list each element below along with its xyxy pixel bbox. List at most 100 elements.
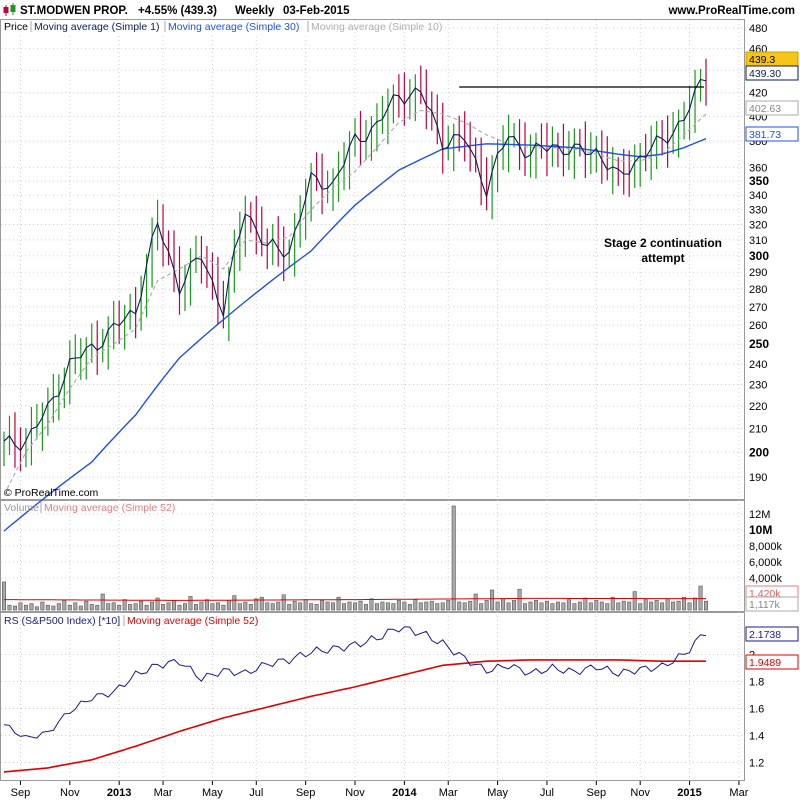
volume-bar — [495, 601, 500, 611]
volume-bar — [12, 605, 17, 611]
volume-bar — [363, 604, 368, 611]
time-axis-label: May — [487, 787, 508, 799]
volume-bar — [451, 505, 456, 611]
time-axis-label: Mar — [154, 787, 173, 799]
volume-bar — [29, 603, 34, 611]
volume-bar — [501, 598, 506, 611]
price-bars-layer — [3, 58, 707, 472]
price-axis-label: 360 — [749, 162, 767, 174]
volume-bar — [605, 603, 610, 611]
price-axis-label: 240 — [749, 359, 767, 371]
period-text: Weekly — [235, 5, 275, 17]
legend-volume: Volume — [4, 502, 39, 514]
volume-bar — [243, 601, 248, 611]
volume-bar — [166, 602, 171, 611]
time-axis-label: Sep — [296, 787, 316, 799]
volume-bar — [660, 602, 665, 611]
rs-layer — [3, 626, 707, 773]
value-badge — [745, 626, 799, 642]
legend-rs: RS (S&P500 Index) [*10] — [4, 615, 120, 627]
price-axis-label: 330 — [749, 205, 767, 217]
volume-bar — [248, 604, 253, 611]
value-badge-text: 1,117k — [749, 599, 780, 611]
date-text: 03-Feb-2015 — [283, 5, 350, 17]
volume-bar — [204, 599, 209, 611]
volume-bar — [512, 600, 517, 611]
value-badge — [745, 596, 799, 612]
volume-bar — [73, 602, 78, 611]
price-axis-label: 270 — [749, 302, 767, 314]
time-axis-label: Sep — [587, 787, 607, 799]
time-axis-label: 2014 — [392, 787, 417, 799]
price-axis-label: 200 — [749, 445, 769, 459]
volume-bar — [7, 604, 12, 611]
price-axis-label: 340 — [749, 190, 767, 202]
volume-bar — [577, 601, 582, 611]
volume-bar — [550, 603, 555, 611]
price-axis-label: 260 — [749, 320, 767, 332]
volume-bar — [56, 603, 61, 611]
value-badge-text: 2.1738 — [749, 629, 781, 641]
volume-bar — [276, 601, 281, 611]
volume-bar — [594, 600, 599, 611]
volume-bar — [429, 600, 434, 611]
volume-bar — [199, 601, 204, 611]
volume-bar — [106, 603, 111, 611]
time-axis-label: Nov — [60, 787, 80, 799]
chart-header: ST.MODWEN PROP. +4.55% (439.3) Weekly 03… — [3, 3, 795, 17]
volume-bar — [265, 602, 270, 611]
value-badge — [745, 100, 799, 116]
volume-bar — [259, 596, 264, 611]
volume-bar — [561, 602, 566, 611]
price-axis-label: 190 — [749, 472, 767, 484]
volume-bar — [84, 600, 89, 611]
volume-bar — [457, 601, 462, 611]
volume-bar — [588, 602, 593, 611]
volume-bar — [210, 603, 215, 611]
price-axis-label: 250 — [749, 337, 769, 351]
price-line — [3, 78, 707, 452]
website-link[interactable]: www.ProRealTime.com — [667, 5, 795, 17]
volume-bar — [358, 600, 363, 611]
volume-bar — [221, 604, 226, 611]
rs-legend: RS (S&P500 Index) [*10] Moving average (… — [4, 615, 258, 627]
volume-bar — [188, 596, 193, 611]
volume-bar — [468, 600, 473, 611]
volume-bar — [281, 594, 286, 611]
rs-axis-label: 1.6 — [749, 703, 764, 715]
volume-bar — [111, 602, 116, 611]
volume-bar — [226, 600, 231, 611]
volume-bar — [40, 601, 45, 611]
volume-bar — [320, 600, 325, 611]
volume-bar — [479, 603, 484, 611]
volume-bar — [643, 599, 648, 611]
volume-axis-label: 6,000k — [749, 557, 783, 569]
volume-ma-line — [4, 597, 706, 601]
watermark: © ProRealTime.com — [4, 487, 99, 499]
volume-bar — [347, 601, 352, 611]
time-axis-label: Mar — [439, 787, 458, 799]
volume-bar — [314, 604, 319, 611]
time-axis-label: 2015 — [677, 787, 701, 799]
legend-ma30: Moving average (Simple 30) — [168, 21, 299, 33]
value-badge-text: 402.63 — [749, 103, 781, 115]
lines-layer — [3, 78, 707, 532]
volume-bar — [446, 600, 451, 611]
value-badge-text: 439.30 — [749, 68, 781, 80]
volume-bar — [484, 600, 489, 611]
change-text: +4.55% (439.3) — [138, 5, 217, 17]
volume-bar — [78, 605, 83, 611]
volume-bar — [391, 603, 396, 611]
volume-bar — [424, 601, 429, 611]
volume-bar — [150, 601, 155, 611]
value-badge — [745, 65, 799, 81]
volume-axis-label: 4,000k — [749, 573, 783, 585]
price-axis-label: 310 — [749, 235, 767, 247]
volume-bar — [610, 596, 615, 611]
price-panel-frame — [0, 19, 745, 500]
price-axis-label: 210 — [749, 424, 767, 436]
volume-bar — [649, 601, 654, 611]
volume-bar — [62, 600, 67, 611]
time-axis-label: Nov — [630, 787, 650, 799]
